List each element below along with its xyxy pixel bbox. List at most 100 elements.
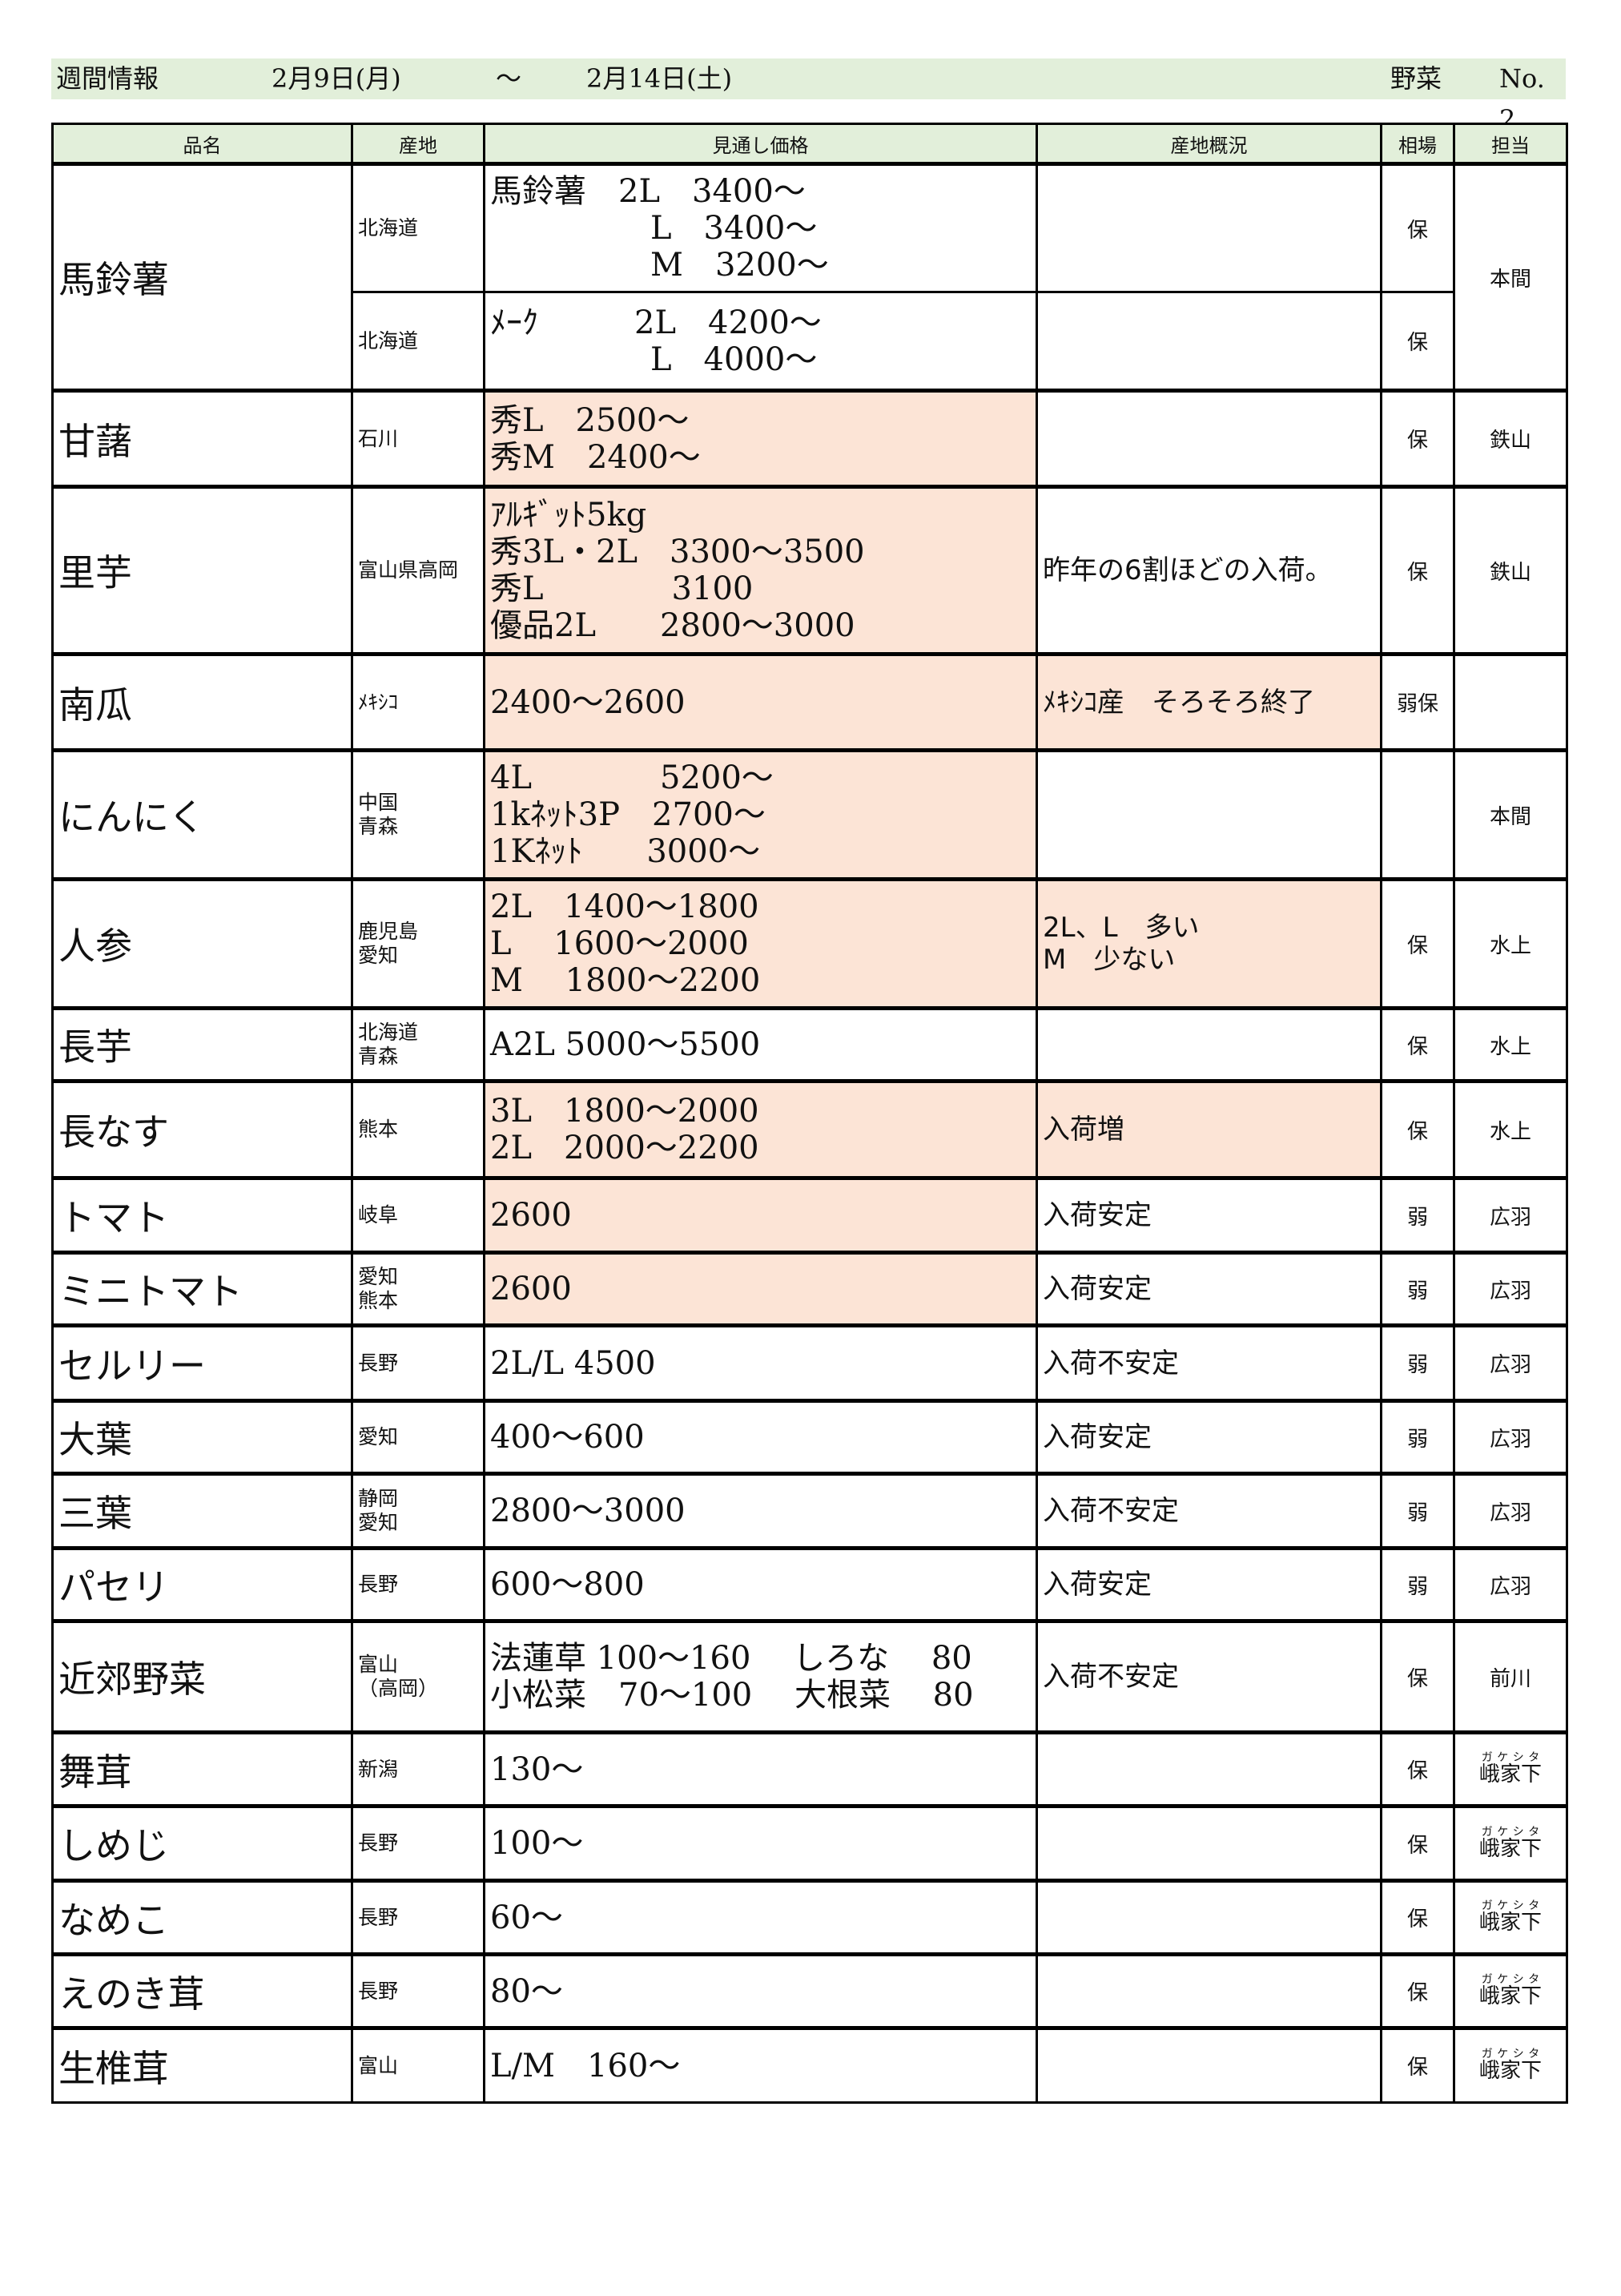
price-cell: 2600 [483, 1251, 1038, 1327]
item-name: にんにく [51, 748, 353, 880]
col-header-staff: 担当 [1453, 123, 1568, 165]
market-cell: 保 [1380, 1006, 1455, 1082]
price-cell: ﾒｰｸ 2L 4200～ L 4000～ [483, 291, 1038, 392]
staff-cell: 広羽 [1453, 1251, 1568, 1327]
market-cell: 弱 [1380, 1176, 1455, 1254]
table-row: 里芋 富山県高岡 ｱﾙｷﾞｯﾄ5kg 秀3L・2L 3300～3500 秀L 310… [51, 485, 1568, 655]
market-cell: 保 [1380, 1619, 1455, 1734]
staff-name: 峨家下ガケシタ [1478, 1973, 1542, 2008]
table-row: トマト 岐阜 2600 入荷安定弱広羽 [51, 1176, 1568, 1254]
origin-cell: ﾒｷｼｺ [351, 652, 485, 751]
price-cell: 60～ [483, 1879, 1038, 1956]
market-cell: 保 [1380, 2026, 1455, 2104]
item-name: 長芋 [51, 1006, 353, 1082]
staff-cell: 峨家下ガケシタ [1453, 1952, 1568, 2029]
origin-cell: 長野 [351, 1546, 485, 1622]
origin-cell: 熊本 [351, 1079, 485, 1179]
staff-cell: 広羽 [1453, 1176, 1568, 1254]
price-cell: A2L 5000～5500 [483, 1006, 1038, 1082]
staff-cell: 広羽 [1453, 1399, 1568, 1475]
status-cell [1036, 1804, 1382, 1882]
table-row: セルリー 長野 2L/L 4500 入荷不安定弱広羽 [51, 1323, 1568, 1402]
staff-cell: 広羽 [1453, 1472, 1568, 1549]
staff-cell [1453, 652, 1568, 751]
table-row: ミニトマト 愛知 熊本 2600 入荷安定弱広羽 [51, 1251, 1568, 1327]
market-cell: 保 [1380, 1730, 1455, 1807]
market-cell: 保 [1380, 162, 1455, 293]
origin-cell: 愛知 熊本 [351, 1251, 485, 1327]
price-cell: 100～ [483, 1804, 1038, 1882]
price-table: 品名 産地 見通し価格 産地概況 相場 担当 馬鈴薯 北海道 馬鈴薯 2L 3400… [51, 123, 1568, 2104]
origin-cell: 愛知 [351, 1399, 485, 1475]
status-cell: 入荷安定 [1036, 1251, 1382, 1327]
status-cell [1036, 748, 1382, 880]
price-cell: 2800～3000 [483, 1472, 1038, 1549]
status-cell [1036, 1879, 1382, 1956]
staff-cell: 広羽 [1453, 1323, 1568, 1402]
status-cell: 入荷不安定 [1036, 1619, 1382, 1734]
origin-cell: 新潟 [351, 1730, 485, 1807]
status-cell: 入荷安定 [1036, 1546, 1382, 1622]
category-label: 野菜 [1390, 63, 1442, 94]
staff-cell: 水上 [1453, 877, 1568, 1009]
report-title: 週間情報 [56, 63, 159, 94]
status-cell: 昨年の6割ほどの入荷。 [1036, 485, 1382, 655]
price-cell: 法蓮草 100～160 しろな 80 小松菜 70～100 大根菜 80 [483, 1619, 1038, 1734]
table-row: 生椎茸 富山 L/M 160～ 保峨家下ガケシタ [51, 2026, 1568, 2104]
market-cell: 保 [1380, 1079, 1455, 1179]
col-header-origin: 産地 [351, 123, 485, 165]
origin-cell: 石川 [351, 389, 485, 488]
market-cell [1380, 748, 1455, 880]
item-name: 長なす [51, 1079, 353, 1179]
table-row: パセリ 長野 600～800 入荷安定弱広羽 [51, 1546, 1568, 1622]
staff-cell: 水上 [1453, 1079, 1568, 1179]
staff-cell: 前川 [1453, 1619, 1568, 1734]
staff-cell: 峨家下ガケシタ [1453, 1879, 1568, 1956]
item-name: 甘藷 [51, 389, 353, 488]
staff-cell: 鉄山 [1453, 485, 1568, 655]
price-cell: 2L 1400～1800 L 1600～2000 M 1800～2200 [483, 877, 1038, 1009]
table-row: 甘藷 石川 秀L 2500～ 秀M 2400～ 保鉄山 [51, 389, 1568, 488]
origin-cell: 北海道 [351, 162, 485, 293]
table-row: えのき茸 長野 80～ 保峨家下ガケシタ [51, 1952, 1568, 2029]
item-name: 大葉 [51, 1399, 353, 1475]
status-cell [1036, 2026, 1382, 2104]
table-row: 人参 鹿児島 愛知 2L 1400～1800 L 1600～2000 M 1800～… [51, 877, 1568, 1009]
item-name: 人参 [51, 877, 353, 1009]
table-row: 近郊野菜 富山 （高岡） 法蓮草 100～160 しろな 80 小松菜 70～100… [51, 1619, 1568, 1734]
market-cell: 弱 [1380, 1546, 1455, 1622]
item-name: トマト [51, 1176, 353, 1254]
item-name: 南瓜 [51, 652, 353, 751]
status-cell: 入荷安定 [1036, 1176, 1382, 1254]
origin-cell: 静岡 愛知 [351, 1472, 485, 1549]
market-cell: 弱 [1380, 1323, 1455, 1402]
status-cell: 入荷不安定 [1036, 1472, 1382, 1549]
status-cell [1036, 1952, 1382, 2029]
price-cell: ｱﾙｷﾞｯﾄ5kg 秀3L・2L 3300～3500 秀L 3100 優品2L … [483, 485, 1038, 655]
status-cell: ﾒｷｼｺ産 そろそろ終了 [1036, 652, 1382, 751]
price-cell: 2L/L 4500 [483, 1323, 1038, 1402]
market-cell: 保 [1380, 1879, 1455, 1956]
origin-cell: 北海道 [351, 291, 485, 392]
item-name: 近郊野菜 [51, 1619, 353, 1734]
market-cell: 保 [1380, 389, 1455, 488]
price-cell: 130～ [483, 1730, 1038, 1807]
market-cell: 弱 [1380, 1472, 1455, 1549]
date-separator: ～ [496, 63, 522, 94]
item-name: なめこ [51, 1879, 353, 1956]
status-cell: 入荷不安定 [1036, 1323, 1382, 1402]
table-row: 大葉 愛知 400～600 入荷安定弱広羽 [51, 1399, 1568, 1475]
origin-cell: 富山 [351, 2026, 485, 2104]
price-cell: 2600 [483, 1176, 1038, 1254]
status-cell [1036, 291, 1382, 392]
table-row: 三葉 静岡 愛知 2800～3000 入荷不安定弱広羽 [51, 1472, 1568, 1549]
origin-cell: 長野 [351, 1804, 485, 1882]
origin-cell: 中国 青森 [351, 748, 485, 880]
status-cell: 2L、L 多い M 少ない [1036, 877, 1382, 1009]
market-cell: 保 [1380, 1952, 1455, 2029]
market-cell: 弱保 [1380, 652, 1455, 751]
price-cell: 600～800 [483, 1546, 1038, 1622]
staff-name: 峨家下ガケシタ [1478, 1751, 1542, 1786]
item-name: 生椎茸 [51, 2026, 353, 2104]
price-cell: 2400～2600 [483, 652, 1038, 751]
